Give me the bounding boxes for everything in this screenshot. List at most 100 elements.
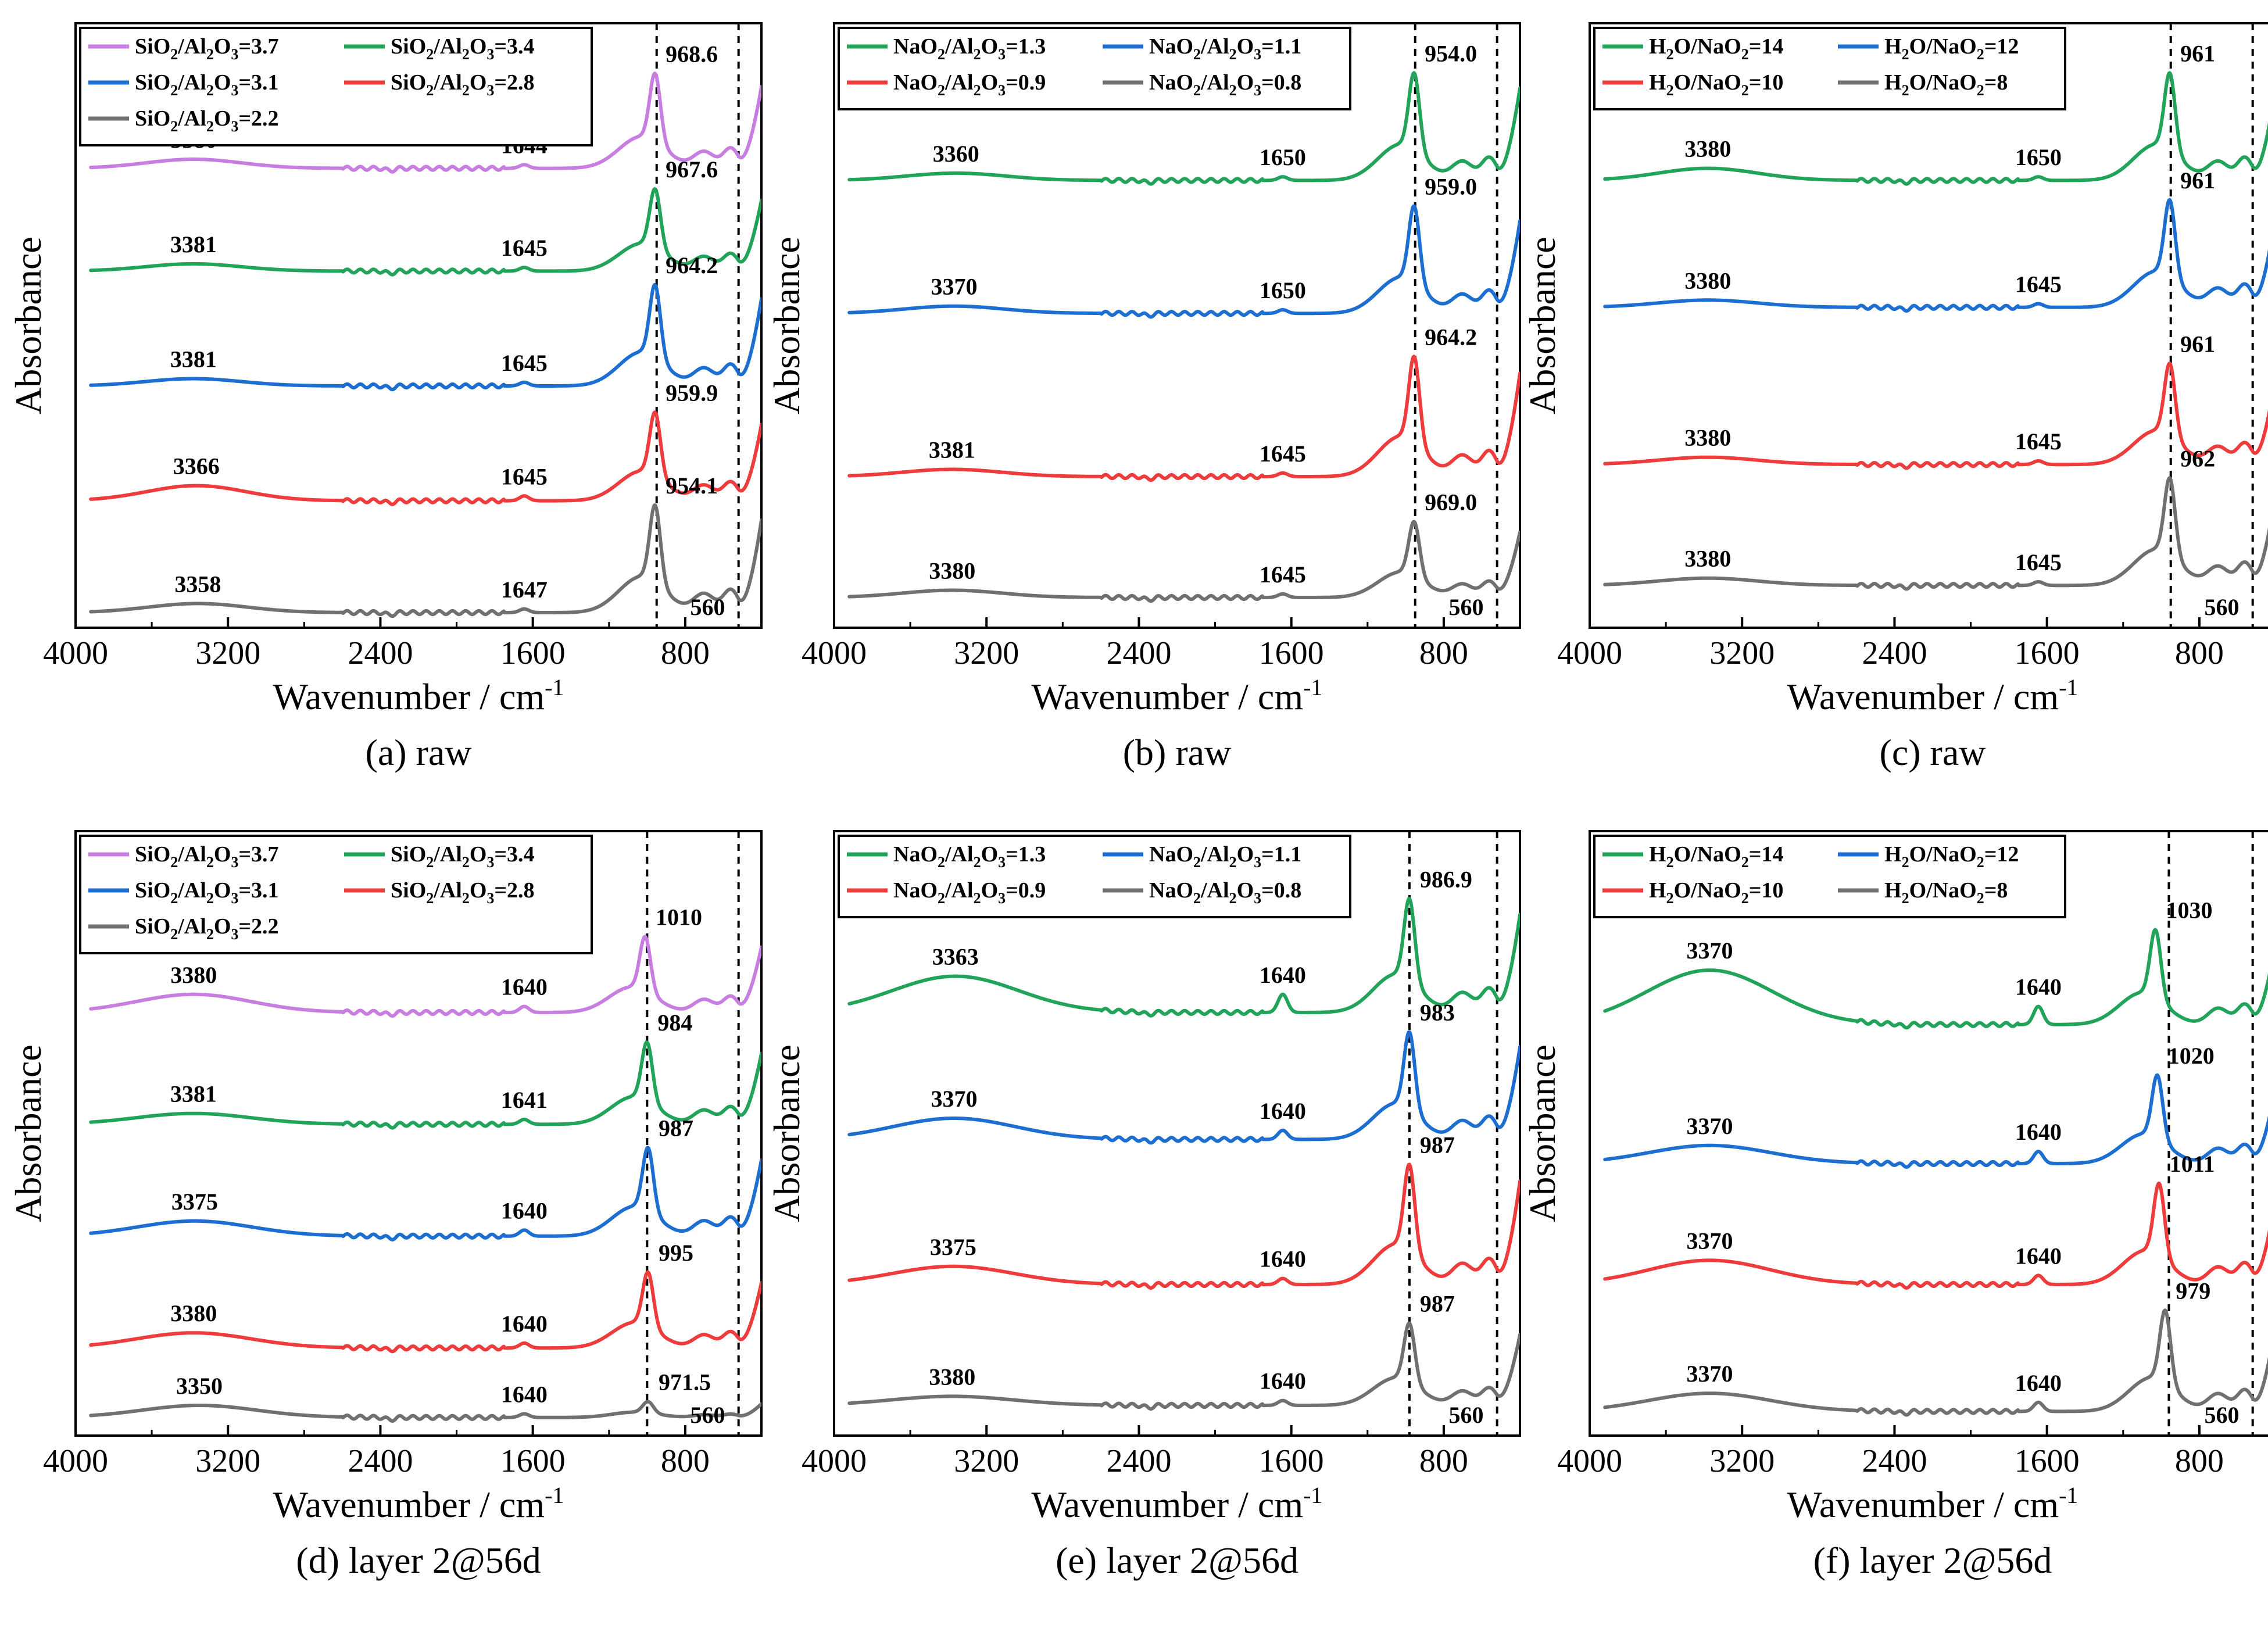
annotation-560: 560 [1449, 594, 1484, 620]
legend-text-part: O [470, 34, 487, 59]
legend-text-part: /Al [177, 106, 206, 131]
peak-label-hoh: 1645 [501, 350, 548, 376]
peak-label-sio: 961 [2180, 41, 2215, 67]
legend-text-part: /Al [433, 70, 462, 95]
legend-text-part: =2.8 [494, 70, 534, 95]
legend-text-part: SiO [391, 34, 426, 59]
legend-text-part: O/NaO [1909, 842, 1977, 867]
peak-label-oh: 3370 [1687, 1361, 1733, 1387]
plot-frame [74, 830, 763, 1437]
peak-label-hoh: 1640 [2015, 1119, 2062, 1145]
peak-label-sio: 1030 [2166, 897, 2213, 924]
legend-subscript: 3 [486, 854, 494, 871]
series-line-H2O/NaO2=12 [1603, 1073, 2268, 1169]
peak-label-oh: 3381 [170, 231, 217, 257]
x-axis-label: Wavenumber / cm-1 [1032, 1482, 1323, 1525]
peak-label-hoh: 1645 [501, 463, 548, 489]
legend-text-part: =14 [1749, 842, 1784, 867]
legend-text-part: /Al [945, 70, 974, 95]
legend-text-part: O [214, 842, 231, 867]
legend-text-part: /Al [1200, 34, 1229, 59]
legend-subscript: 3 [231, 926, 238, 943]
legend-text-part: =12 [1984, 34, 2019, 59]
x-axis-label-text: Wavenumber / cm [1787, 1484, 2059, 1525]
legend-text-part: /Al [1200, 70, 1229, 95]
legend-subscript: 2 [206, 82, 214, 99]
legend-text-part: H [1649, 70, 1666, 95]
legend-text-part: NaO [1149, 34, 1193, 59]
x-tick-label: 4000 [802, 635, 867, 671]
legend-subscript: 2 [206, 46, 214, 63]
series-line-NaO2/Al2O3=0.9 [847, 1162, 1520, 1290]
legend-subscript: 2 [1229, 82, 1237, 99]
x-tick-label: 3200 [954, 1443, 1019, 1479]
x-axis-label-text: Wavenumber / cm [1032, 1484, 1304, 1525]
chart-panel-a: 4000 3200 2400 1600 800 Wavenumber / cm-1 Abso… [8, 22, 763, 773]
x-tick-label: 800 [1419, 1443, 1468, 1479]
legend-entry: NaO2/Al2O3=0.8 [1149, 878, 1301, 907]
legend-text-part: H [1649, 878, 1666, 903]
series-line-NaO2/Al2O3=0.9 [847, 355, 1520, 482]
legend-text-part: NaO [893, 70, 938, 95]
legend-subscript: 2 [938, 854, 945, 871]
peak-label-oh: 3380 [1684, 267, 1731, 294]
legend-subscript: 2 [426, 854, 434, 871]
peak-label-sio: 1020 [2168, 1043, 2215, 1069]
x-tick-label: 1600 [500, 1443, 566, 1479]
x-axis-label-sup: -1 [1303, 674, 1322, 700]
series-line-H2O/NaO2=12 [1603, 198, 2268, 313]
peak-label-hoh: 1645 [2015, 428, 2062, 455]
peak-label-sio: 979 [2176, 1278, 2210, 1304]
legend-text-part: O [470, 842, 487, 867]
x-axis-label: Wavenumber / cm-1 [1787, 1482, 2079, 1525]
legend-text-part: =10 [1749, 70, 1784, 95]
x-axis-label-sup: -1 [1303, 1482, 1322, 1508]
x-tick-label: 2400 [348, 1443, 413, 1479]
x-axis-label-sup: -1 [2059, 674, 2078, 700]
x-tick-label: 4000 [43, 635, 108, 671]
series-line-H2O/NaO2=14 [1603, 71, 2268, 186]
annotation-560: 560 [1449, 1402, 1484, 1428]
legend-text-part: =1.1 [1261, 842, 1301, 867]
peak-label-sio: 995 [659, 1240, 693, 1266]
panel-caption: (b) raw [1123, 732, 1232, 773]
peak-label-sio: 968.6 [666, 41, 718, 67]
peak-label-oh: 3381 [929, 437, 975, 463]
peak-label-sio: 971.5 [659, 1369, 711, 1395]
legend-subscript: 3 [1254, 82, 1261, 99]
legend-text-part: =3.7 [238, 842, 278, 867]
peak-label-sio: 961 [2180, 167, 2215, 194]
legend-text-part: =3.7 [238, 34, 278, 59]
legend-text-part: NaO [1149, 70, 1193, 95]
legend-box [838, 27, 1351, 110]
legend-entry: SiO2/Al2O3=3.1 [135, 70, 279, 99]
series-line-SiO2/Al2O3=3.7 [89, 935, 761, 1018]
legend-entry: NaO2/Al2O3=0.9 [893, 70, 1046, 99]
series-line-H2O/NaO2=8 [1603, 1308, 2268, 1417]
legend-text-part: O/NaO [1909, 34, 1977, 59]
legend-text-part: H [1649, 842, 1666, 867]
legend-text-part: /Al [1200, 878, 1229, 903]
legend-entry: NaO2/Al2O3=1.3 [893, 842, 1046, 871]
legend-text-part: O/NaO [1909, 70, 1977, 95]
legend-subscript: 2 [206, 854, 214, 871]
y-axis-label: Absorbance [1522, 237, 1563, 414]
legend-text-part: /Al [177, 34, 206, 59]
peak-label-hoh: 1640 [501, 1311, 548, 1337]
series-line-SiO2/Al2O3=3.1 [89, 1146, 761, 1241]
legend-text-part: O/NaO [1674, 878, 1741, 903]
legend-entry: H2O/NaO2=10 [1649, 878, 1783, 907]
y-axis-label: Absorbance [766, 237, 807, 414]
peak-label-sio: 959.0 [1425, 173, 1477, 199]
legend-text-part: /Al [177, 70, 206, 95]
legend-text-part: O [214, 914, 231, 939]
legend-text-part: /Al [1200, 842, 1229, 867]
x-axis-label: Wavenumber / cm-1 [273, 1482, 564, 1525]
peak-label-oh: 3380 [170, 1300, 217, 1326]
peak-label-oh: 3381 [170, 1081, 217, 1107]
legend-subscript: 2 [1977, 890, 1984, 907]
peak-label-sio: 962 [2180, 445, 2215, 471]
legend-text-part: /Al [433, 34, 462, 59]
x-tick-label: 3200 [954, 635, 1019, 671]
